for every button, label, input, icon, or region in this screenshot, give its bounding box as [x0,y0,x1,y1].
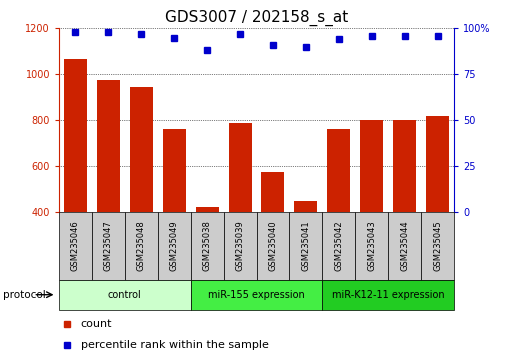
Text: GSM235041: GSM235041 [301,221,310,272]
Text: GSM235046: GSM235046 [71,221,80,272]
Bar [355,212,388,280]
Bar [163,129,186,304]
Text: miR-K12-11 expression: miR-K12-11 expression [332,290,444,300]
Bar [130,87,153,304]
Text: GSM235043: GSM235043 [367,221,376,272]
Bar [322,212,355,280]
Bar [388,212,421,280]
Bar [289,212,322,280]
Bar [191,212,224,280]
Text: GSM235045: GSM235045 [433,221,442,272]
Bar [228,123,251,304]
Bar [393,120,416,304]
Text: GSM235042: GSM235042 [334,221,343,272]
Bar [125,212,158,280]
Bar [158,212,191,280]
Bar [92,212,125,280]
Text: GSM235048: GSM235048 [137,221,146,272]
Text: GSM235044: GSM235044 [400,221,409,272]
Bar [322,280,454,310]
Bar [224,212,256,280]
Text: control: control [108,290,142,300]
Bar [294,201,318,304]
Text: GSM235038: GSM235038 [203,221,212,272]
Bar [191,280,322,310]
Text: GSM235047: GSM235047 [104,221,113,272]
Bar [262,172,285,304]
Text: protocol: protocol [3,290,45,300]
Bar [64,59,87,304]
Text: percentile rank within the sample: percentile rank within the sample [81,340,269,350]
Text: GSM235039: GSM235039 [235,221,245,272]
Text: miR-155 expression: miR-155 expression [208,290,305,300]
Bar [59,212,92,280]
Bar [59,280,191,310]
Text: GSM235049: GSM235049 [170,221,179,272]
Bar [327,129,350,304]
Bar [421,212,454,280]
Bar [360,120,383,304]
Title: GDS3007 / 202158_s_at: GDS3007 / 202158_s_at [165,9,348,25]
Bar [426,116,449,304]
Bar [97,80,120,304]
Text: count: count [81,319,112,329]
Text: GSM235040: GSM235040 [268,221,278,272]
Bar [195,207,219,304]
Bar [256,212,289,280]
